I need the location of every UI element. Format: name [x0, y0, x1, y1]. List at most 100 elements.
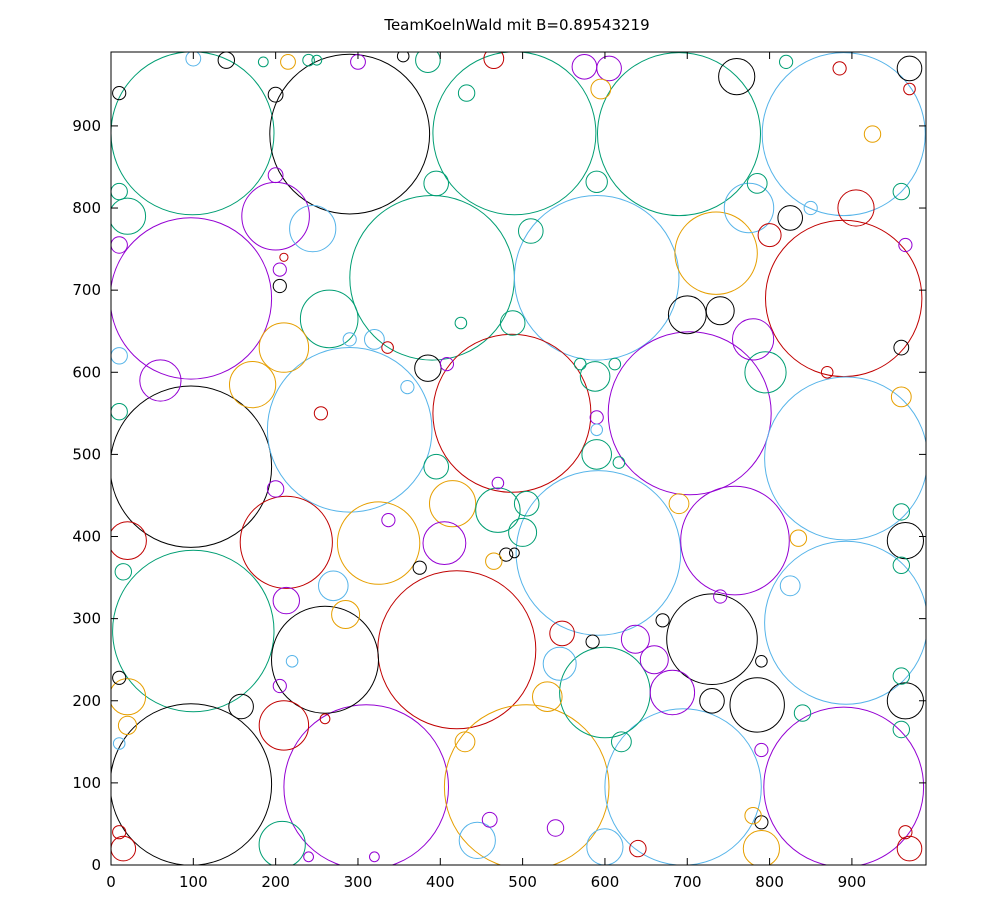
circle-12	[607, 331, 772, 496]
circle-135	[713, 589, 728, 604]
circle-46	[258, 820, 306, 865]
y-tick-label: 700	[72, 281, 101, 299]
circle-43	[111, 521, 147, 560]
y-tick-label: 100	[72, 774, 101, 792]
circle-165	[400, 380, 415, 395]
circle-37	[229, 361, 277, 409]
circle-126	[757, 223, 782, 248]
circle-117	[892, 667, 910, 685]
circle-79	[585, 170, 608, 194]
circle-68	[620, 624, 650, 654]
circle-107	[111, 403, 128, 421]
y-tick-label: 500	[72, 445, 101, 463]
circle-149	[481, 811, 498, 828]
circle-52	[586, 828, 624, 865]
circle-7	[513, 194, 680, 361]
circle-125	[755, 655, 768, 668]
circle-143	[573, 357, 587, 371]
circle-59	[699, 688, 725, 714]
circle-86	[596, 55, 622, 82]
circle-120	[898, 237, 913, 253]
circle-109	[111, 236, 128, 254]
circle-39	[429, 480, 477, 528]
circle-77	[518, 218, 544, 244]
circle-161	[439, 357, 454, 372]
circle-83	[746, 173, 768, 194]
y-tick-label: 0	[91, 856, 101, 874]
circle-63	[111, 835, 137, 862]
circle-147	[612, 456, 626, 469]
circle-9	[111, 385, 273, 548]
circle-56	[718, 58, 756, 96]
circle-167	[285, 655, 299, 668]
x-axis: 0 100 200 300 400 500 600 700 800 900	[106, 52, 866, 891]
circle-23	[241, 181, 310, 251]
circle-141	[381, 341, 394, 354]
y-tick-label: 300	[72, 610, 101, 628]
circle-35	[299, 289, 359, 349]
circle-116	[892, 556, 910, 574]
circle-1	[269, 53, 431, 215]
y-tick-label: 200	[72, 692, 101, 710]
circle-153	[832, 61, 847, 76]
y-tick-label: 800	[72, 199, 101, 217]
circle-119	[892, 182, 910, 201]
circle-154	[793, 704, 812, 722]
circle-152	[803, 200, 818, 216]
circle-31	[649, 669, 696, 716]
circle-19	[283, 704, 449, 865]
circle-15	[377, 570, 537, 730]
x-tick-label: 600	[591, 873, 620, 891]
circle-45	[258, 700, 310, 751]
circle-80	[579, 361, 611, 392]
circle-164	[491, 476, 505, 490]
x-tick-label: 900	[838, 873, 867, 891]
circle-162	[485, 552, 503, 570]
circle-88	[779, 575, 801, 597]
circle-148	[546, 819, 565, 837]
circle-138	[266, 480, 285, 498]
circle-108	[111, 347, 128, 365]
chart-title: TeamKoelnWald mit B=0.89543219	[383, 16, 649, 34]
circle-5	[111, 217, 273, 380]
circle-40	[475, 487, 521, 533]
circle-44	[111, 678, 147, 716]
circle-72	[318, 570, 349, 602]
y-tick-label: 400	[72, 528, 101, 546]
circle-92	[903, 82, 916, 96]
circle-3	[597, 52, 761, 217]
y-tick-label: 900	[72, 117, 101, 135]
circle-150	[629, 839, 647, 858]
circle-114	[890, 386, 912, 408]
circle-62	[886, 522, 925, 560]
circle-58	[777, 205, 804, 231]
x-tick-label: 800	[755, 873, 784, 891]
circle-73	[331, 600, 361, 629]
circle-134	[655, 613, 670, 628]
circle-104	[112, 670, 127, 685]
circle-21	[604, 708, 762, 865]
circle-14	[112, 549, 275, 713]
circle-70	[513, 490, 540, 517]
circle-145	[589, 410, 604, 425]
circle-133	[585, 634, 600, 649]
x-tick-label: 200	[261, 873, 290, 891]
circle-96	[267, 86, 284, 103]
circle-36	[258, 322, 310, 373]
circle-25	[239, 495, 333, 589]
circle-69	[639, 645, 669, 675]
circle-142	[454, 316, 468, 330]
circle-28	[680, 485, 790, 596]
circle-78	[499, 310, 526, 336]
circle-159	[369, 851, 380, 863]
circle-53	[414, 354, 442, 382]
circle-76	[423, 170, 450, 197]
circle-97	[280, 54, 296, 70]
circle-101	[457, 84, 476, 102]
circle-67	[549, 620, 575, 647]
circle-4	[761, 52, 926, 217]
circle-115	[892, 503, 910, 521]
circle-34	[723, 182, 775, 234]
circle-137	[789, 529, 808, 547]
circle-74	[272, 586, 300, 615]
